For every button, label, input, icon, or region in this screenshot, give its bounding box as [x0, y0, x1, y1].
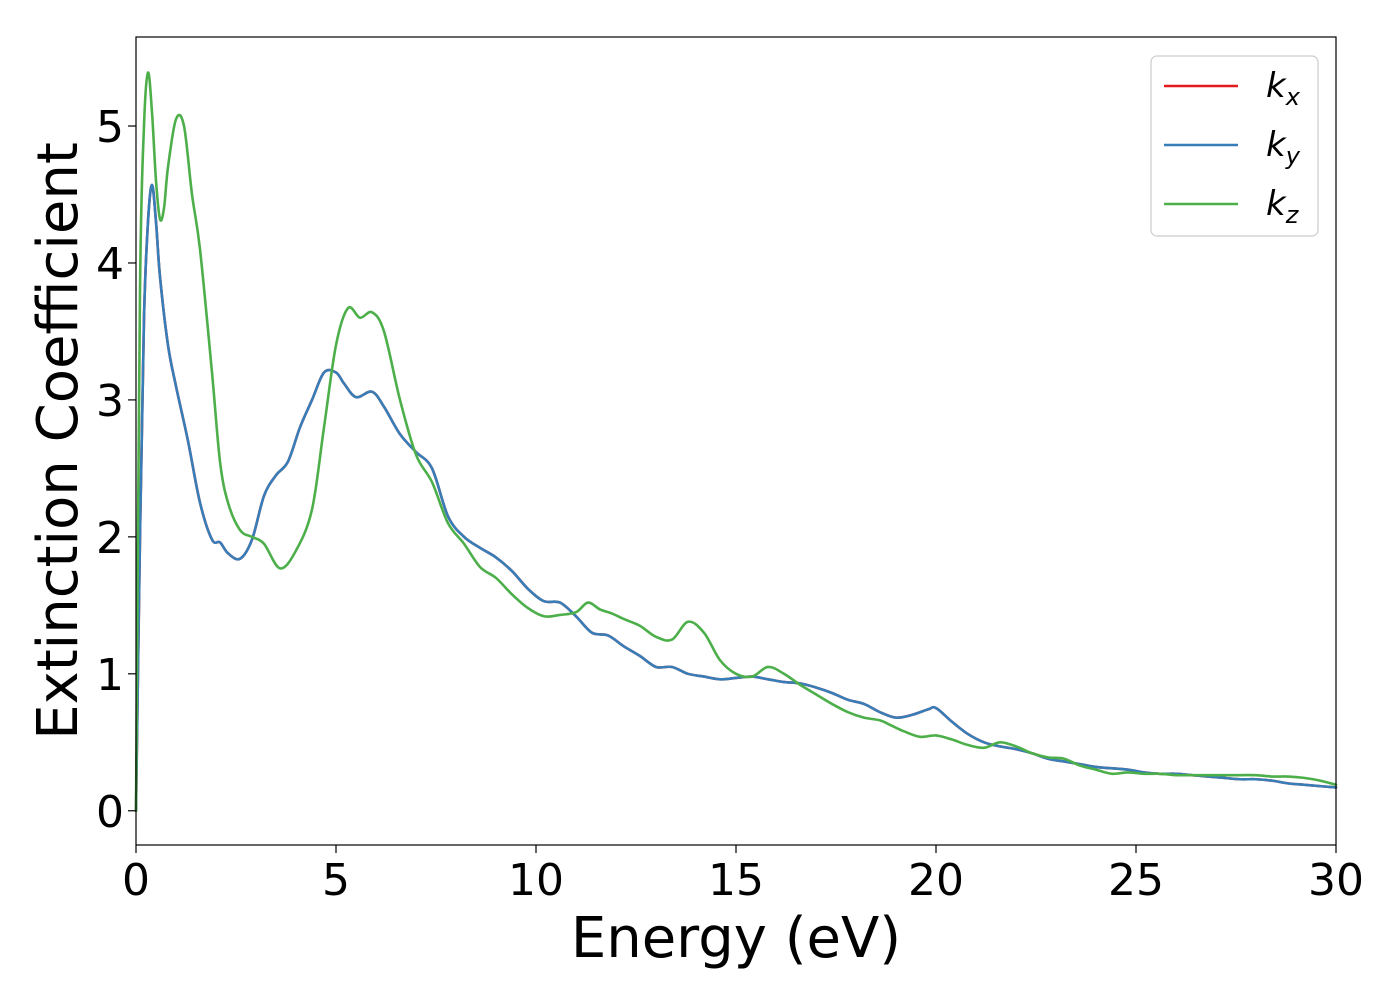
x-axis-ticks: 0 5 10 15 20 25 30 [122, 845, 1364, 906]
x-tick-label: 20 [908, 855, 964, 906]
series-line-ky [134, 183, 1338, 813]
y-tick-label: 5 [96, 102, 124, 153]
y-tick-label: 3 [96, 376, 124, 427]
x-tick-label: 15 [708, 855, 764, 906]
x-tick-label: 10 [508, 855, 564, 906]
y-tick-label: 2 [96, 513, 124, 564]
x-tick-label: 25 [1108, 855, 1164, 906]
x-tick-label: 5 [322, 855, 350, 906]
x-tick-label: 30 [1308, 855, 1364, 906]
y-tick-label: 0 [96, 787, 124, 838]
x-tick-label: 0 [122, 855, 150, 906]
series-line-kz [134, 71, 1338, 813]
y-axis-title: Extinction Coefficient [26, 142, 91, 740]
x-axis-title: Energy (eV) [571, 906, 901, 971]
y-tick-label: 1 [96, 650, 124, 701]
series-layer [134, 71, 1338, 813]
y-axis-ticks: 0 1 2 3 4 5 [96, 102, 136, 838]
y-tick-label: 4 [96, 239, 124, 290]
